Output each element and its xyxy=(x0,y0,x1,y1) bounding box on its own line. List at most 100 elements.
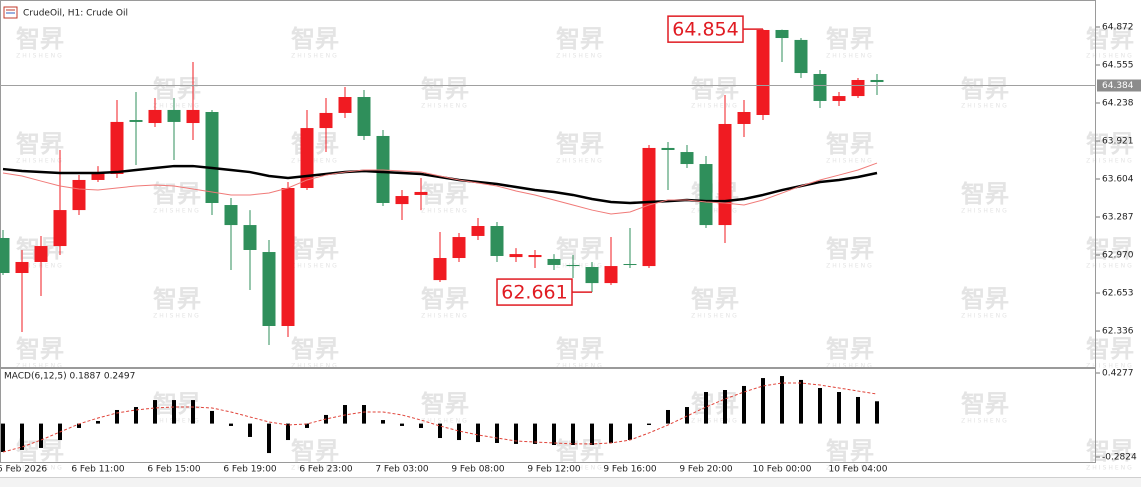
candle-body xyxy=(376,135,390,203)
watermark-text: 智昇 xyxy=(691,75,739,103)
candle-body xyxy=(452,237,466,259)
watermark-text: 智昇 xyxy=(556,130,604,158)
watermark-text: 智昇 xyxy=(961,180,1009,208)
chart-title: CrudeOil, H1: Crude Oil xyxy=(23,9,128,19)
watermark-text: 智昇 xyxy=(153,180,201,208)
watermark-text: 智昇 xyxy=(826,335,874,363)
watermark-subtext: ZHISHENG xyxy=(1086,158,1134,165)
macd-bar xyxy=(533,423,537,444)
watermark-text: 智昇 xyxy=(1086,235,1134,263)
x-tick-label: 10 Feb 00:00 xyxy=(752,465,811,475)
candle-body xyxy=(110,121,124,174)
candle-body xyxy=(528,255,542,258)
watermark-text: 智昇 xyxy=(826,437,874,465)
watermark-subtext: ZHISHENG xyxy=(1086,53,1134,60)
y-tick-label: 63.604 xyxy=(1102,175,1134,185)
macd-bar xyxy=(438,423,442,439)
macd-bar xyxy=(267,423,271,454)
macd-bar xyxy=(191,400,195,424)
macd-bar xyxy=(96,420,100,424)
watermark-subtext: ZHISHENG xyxy=(556,53,604,60)
candle-body xyxy=(547,258,561,265)
y-tick-label: 63.287 xyxy=(1102,213,1134,223)
watermark-text: 智昇 xyxy=(1086,25,1134,53)
candle-body xyxy=(34,246,48,262)
candle-body xyxy=(262,252,276,326)
candle-body xyxy=(186,109,200,124)
candle-body xyxy=(300,128,314,189)
candle-body xyxy=(319,112,333,129)
candle-body xyxy=(167,109,181,122)
y-tick-label: 63.921 xyxy=(1102,137,1134,147)
x-tick-label: 9 Feb 16:00 xyxy=(603,465,657,475)
annotation-box xyxy=(496,278,573,306)
watermark-text: 智昇 xyxy=(826,130,874,158)
candle-body xyxy=(737,111,751,124)
watermark-subtext: ZHISHENG xyxy=(1086,263,1134,270)
macd-bar xyxy=(286,423,290,441)
bottom-bar xyxy=(0,477,1141,487)
watermark-text: 智昇 xyxy=(291,437,339,465)
watermark-text: 智昇 xyxy=(421,390,469,418)
x-tick-label: 9 Feb 20:00 xyxy=(679,465,733,475)
watermark-text: 智昇 xyxy=(826,25,874,53)
x-tick-label: 6 Feb 15:00 xyxy=(147,465,201,475)
candle-body xyxy=(699,164,713,226)
watermark-text: 智昇 xyxy=(556,335,604,363)
watermark-subtext: ZHISHENG xyxy=(16,53,64,60)
watermark-subtext: ZHISHENG xyxy=(556,465,604,472)
macd-bar xyxy=(818,387,822,424)
candle-body xyxy=(243,225,257,250)
watermarks: 智昇ZHISHENG智昇ZHISHENG智昇ZHISHENG智昇ZHISHENG… xyxy=(16,25,1134,472)
watermark-text: 智昇 xyxy=(291,235,339,263)
watermark-text: 智昇 xyxy=(153,285,201,313)
watermark-text: 智昇 xyxy=(691,285,739,313)
macd-bar xyxy=(837,392,841,424)
candle-body xyxy=(205,111,219,203)
macd-bar xyxy=(210,410,214,424)
watermark-subtext: ZHISHENG xyxy=(691,103,739,110)
watermark-subtext: ZHISHENG xyxy=(826,465,874,472)
watermark-subtext: ZHISHENG xyxy=(291,363,339,370)
watermark-subtext: ZHISHENG xyxy=(826,263,874,270)
watermark-text: 智昇 xyxy=(826,235,874,263)
candle-body xyxy=(15,261,29,274)
watermark-subtext: ZHISHENG xyxy=(153,103,201,110)
watermark-subtext: ZHISHENG xyxy=(961,313,1009,320)
candle-body xyxy=(718,123,732,226)
macd-bar xyxy=(476,423,480,443)
candle-body xyxy=(756,29,770,115)
watermark-subtext: ZHISHENG xyxy=(961,208,1009,215)
watermark-text: 智昇 xyxy=(691,390,739,418)
macd-bar xyxy=(1,423,5,452)
watermark-subtext: ZHISHENG xyxy=(826,53,874,60)
watermark-subtext: ZHISHENG xyxy=(421,103,469,110)
macd-bar xyxy=(514,423,518,444)
watermark-subtext: ZHISHENG xyxy=(153,313,201,320)
macd-bar xyxy=(248,423,252,437)
macd-panel-frame xyxy=(0,368,1096,463)
watermark-text: 智昇 xyxy=(291,130,339,158)
x-tick-label: 10 Feb 04:00 xyxy=(828,465,887,475)
watermark-subtext: ZHISHENG xyxy=(153,208,201,215)
candle-body xyxy=(53,210,67,247)
macd-bar xyxy=(761,378,765,424)
candle-body xyxy=(661,147,675,150)
candle-body xyxy=(566,264,580,267)
last-price-box xyxy=(1097,79,1141,92)
macd-bar xyxy=(875,401,879,424)
macd-bar xyxy=(495,423,499,443)
x-tick-label: 6 Feb 2026 xyxy=(0,465,47,475)
macd-bar xyxy=(609,423,613,443)
x-tick-label: 6 Feb 19:00 xyxy=(223,465,277,475)
watermark-subtext: ZHISHENG xyxy=(16,465,64,472)
candle-body xyxy=(813,73,827,101)
watermark-subtext: ZHISHENG xyxy=(1086,363,1134,370)
macd-bar xyxy=(685,407,689,424)
candle-body xyxy=(794,39,808,74)
price-panel-frame xyxy=(0,0,1096,368)
watermark-subtext: ZHISHENG xyxy=(16,263,64,270)
candle-body xyxy=(338,97,352,113)
